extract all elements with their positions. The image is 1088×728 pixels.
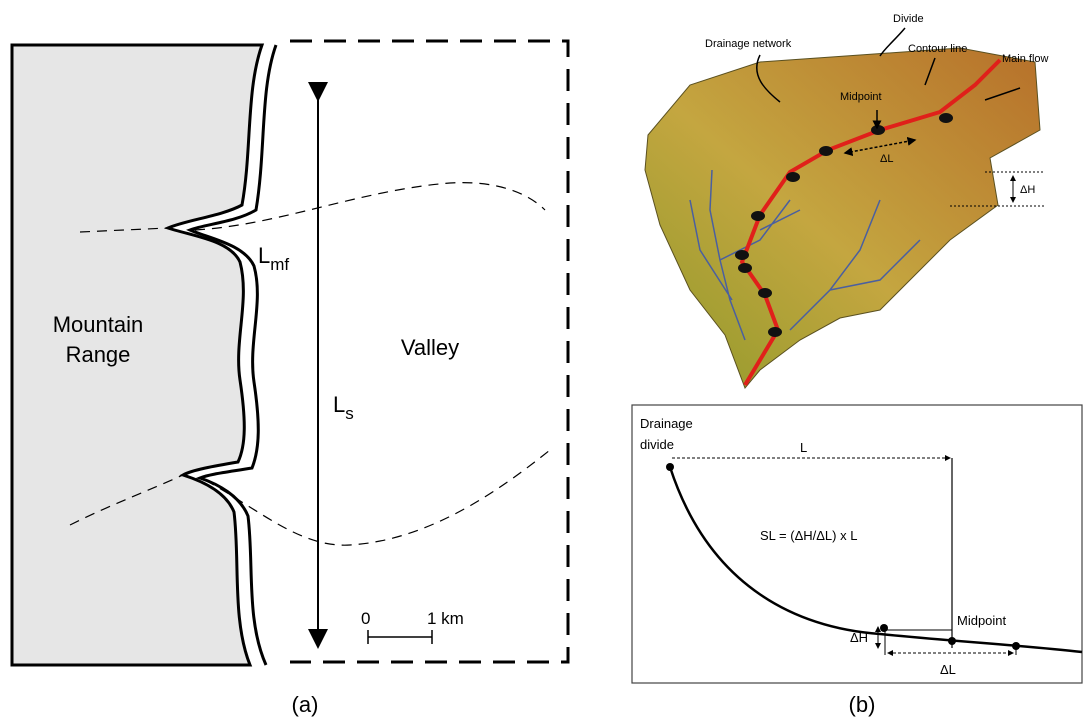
mountain-range-area (12, 45, 262, 665)
label: Divide (893, 13, 924, 25)
label: ΔL (940, 662, 956, 677)
label: Midpoint (840, 91, 882, 103)
panel-a: Mountain Range Valley Lmf Ls 0 1 km (a) (12, 41, 568, 717)
lmf-sub: mf (270, 255, 289, 274)
caption: (a) (292, 692, 319, 717)
point (735, 250, 749, 260)
figure: Mountain Range Valley Lmf Ls 0 1 km (a) … (0, 0, 1088, 723)
scale-bar (368, 630, 432, 644)
ls-sub: s (345, 404, 354, 423)
point (666, 463, 674, 471)
lmf-main: L (258, 243, 270, 268)
dashed-contour (195, 183, 545, 230)
label: Drainage (640, 416, 693, 431)
label: Midpoint (957, 613, 1007, 628)
caption: (b) (849, 692, 876, 717)
point (786, 172, 800, 182)
lmf-label: Lmf (258, 243, 289, 274)
dashed-contour (205, 450, 550, 545)
point (871, 125, 885, 135)
panel-b-terrain: Drainage network Divide Contour line Mai… (645, 13, 1049, 388)
label: divide (640, 437, 674, 452)
scale-end: 1 km (427, 609, 464, 628)
point (758, 288, 772, 298)
label: ΔH (850, 630, 868, 645)
point (819, 146, 833, 156)
label: Contour line (908, 43, 967, 55)
panel-b-profile: Drainage divide L SL = (ΔH/ΔL) x L Midpo… (632, 405, 1082, 717)
label: ΔL (880, 153, 893, 165)
point (1012, 642, 1020, 650)
mountain-label: Range (66, 342, 131, 367)
label: Main flow (1002, 53, 1049, 65)
point (738, 263, 752, 273)
point (751, 211, 765, 221)
ls-main: L (333, 392, 345, 417)
valley-label: Valley (401, 335, 459, 360)
formula: SL = (ΔH/ΔL) x L (760, 528, 857, 543)
ls-label: Ls (333, 392, 354, 423)
point (768, 327, 782, 337)
point (948, 637, 956, 645)
label: Drainage network (705, 38, 792, 50)
label: ΔH (1020, 184, 1035, 196)
point (939, 113, 953, 123)
label: L (800, 440, 807, 455)
point (880, 624, 888, 632)
mountain-label: Mountain (53, 312, 144, 337)
scale-start: 0 (361, 609, 370, 628)
